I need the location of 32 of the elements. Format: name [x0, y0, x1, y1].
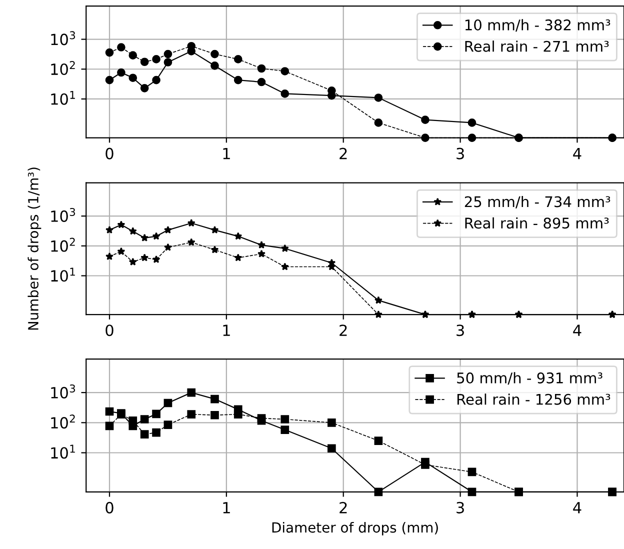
x-tick-label: 2	[340, 502, 347, 514]
x-tick-label: 4	[573, 148, 582, 160]
x-tick-label: 0	[106, 502, 114, 514]
x-tick-label: 2	[340, 324, 347, 336]
y-tick-label: 10$^{1}$	[51, 91, 75, 105]
legend-label: 25 mm/h - 734 mm³	[464, 196, 610, 208]
legend-label: Real rain - 271 mm³	[465, 40, 609, 52]
x-tick-label: 2	[340, 148, 347, 160]
x-tick-label: 3	[456, 148, 464, 160]
x-tick-label: 1	[223, 324, 230, 336]
y-tick-label: 10$^{2}$	[51, 61, 75, 76]
legend-label: Real rain - 895 mm³	[465, 217, 609, 229]
legend-label: 10 mm/h - 382 mm³	[465, 19, 610, 32]
y-tick-label: 10$^{3}$	[51, 31, 76, 46]
y-tick-label: 10$^{1}$	[51, 444, 75, 459]
legend-label: Real rain - 1256 mm³	[457, 394, 610, 405]
x-axis-title: Diameter of drops (mm)	[272, 522, 438, 536]
legend-label: 50 mm/h - 931 mm³	[457, 372, 602, 385]
y-tick-label: 10$^{2}$	[51, 414, 75, 429]
x-tick-label: 3	[456, 502, 464, 514]
y-tick-label: 10$^{2}$	[51, 238, 75, 252]
y-tick-label: 10$^{3}$	[51, 208, 76, 222]
y-axis-title: Number of drops (1/m³)	[28, 168, 42, 330]
x-tick-label: 0	[106, 324, 114, 336]
x-tick-label: 1	[223, 502, 230, 514]
x-tick-label: 4	[573, 502, 582, 514]
x-tick-label: 3	[456, 324, 464, 336]
y-tick-label: 10$^{1}$	[51, 268, 75, 282]
x-tick-label: 0	[106, 148, 114, 160]
y-tick-label: 10$^{3}$	[51, 384, 76, 398]
x-tick-label: 1	[223, 148, 230, 160]
x-tick-label: 4	[573, 324, 582, 336]
